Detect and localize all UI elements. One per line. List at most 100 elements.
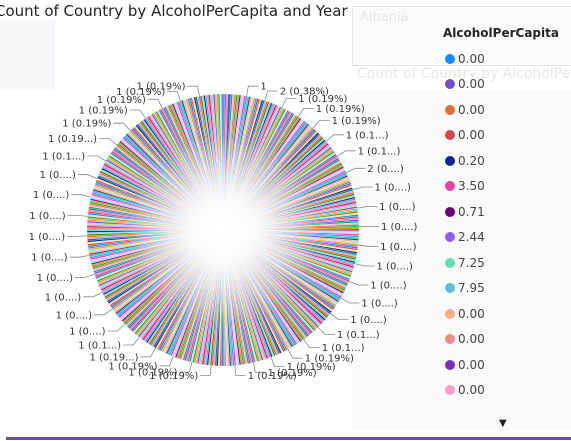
leader-line	[336, 150, 356, 157]
background-card-label: Albania	[360, 10, 409, 25]
data-label: 1 (0....)	[56, 310, 93, 321]
legend-scroll-down-icon[interactable]: ▼	[499, 418, 507, 429]
data-label: 1 (0.1...)	[358, 146, 401, 157]
leader-line	[252, 362, 266, 373]
data-label: 2 (0.38%)	[280, 87, 329, 98]
legend-item[interactable]: 0.00	[437, 301, 569, 327]
leader-line	[123, 336, 140, 346]
legend-label: 0.71	[458, 204, 485, 219]
data-label: 2 (0....)	[367, 164, 404, 175]
data-label: 1 (0....)	[377, 262, 414, 273]
leader-line	[94, 308, 113, 316]
data-label: 1 (0.19%)	[248, 371, 297, 382]
leader-line	[187, 85, 200, 97]
legend-item[interactable]: 3.50	[437, 174, 569, 200]
legend-label: 0.00	[458, 102, 485, 117]
leader-line	[129, 109, 146, 119]
data-label: 1 (0....)	[45, 292, 82, 303]
legend-swatch-icon	[445, 334, 455, 345]
legend-item[interactable]: 0.00	[437, 378, 569, 404]
data-label: 1 (0.19%)	[316, 104, 365, 115]
leader-line	[297, 108, 314, 117]
legend-label: 0.00	[458, 77, 485, 92]
legend-item[interactable]: 0.00	[437, 352, 569, 378]
leader-line	[281, 98, 297, 108]
legend-swatch-icon	[445, 359, 455, 370]
data-label: 1 (0.19%)	[332, 116, 381, 127]
data-label: 1 (0....)	[361, 299, 398, 310]
legend-item[interactable]: 0.00	[437, 72, 569, 98]
legend-label: 7.25	[458, 255, 485, 270]
leader-line	[330, 313, 349, 321]
data-label: 1 (0....)	[380, 242, 417, 253]
data-label: 1 (0.19%)	[298, 94, 347, 105]
background-visual-right	[352, 90, 571, 430]
data-label: 1 (0....)	[29, 232, 66, 243]
data-label: 1 (0....)	[370, 281, 407, 292]
data-label: 1 (0.19...)	[89, 352, 138, 363]
legend-label: 0.00	[458, 383, 485, 398]
data-label: 1 (0.19%)	[287, 362, 336, 373]
legend-item[interactable]: 7.95	[437, 276, 569, 302]
leader-line	[358, 244, 379, 247]
data-label: 1 (0.1...)	[322, 343, 365, 354]
leader-line	[264, 90, 278, 101]
legend-label: 0.20	[458, 153, 485, 168]
pie-center-highlight	[128, 135, 318, 325]
leader-line	[75, 273, 95, 278]
leader-line	[348, 280, 369, 286]
data-label: 1 (0.1...)	[346, 130, 389, 141]
leader-line	[71, 194, 92, 198]
background-card	[352, 6, 571, 66]
legend-swatch-icon	[445, 130, 455, 141]
legend-item[interactable]: 2.44	[437, 225, 569, 251]
legend-label: 2.44	[458, 230, 485, 245]
leader-line	[167, 90, 181, 101]
legend-item[interactable]: 0.00	[437, 123, 569, 149]
legend-item[interactable]: 0.00	[437, 327, 569, 353]
leader-line	[246, 85, 259, 97]
leader-line	[99, 138, 118, 146]
legend-label: 0.00	[458, 51, 485, 66]
data-label: 1 (0....)	[69, 327, 106, 338]
data-label: 1 (0.19%)	[108, 361, 157, 372]
data-label: 1 (0.19%)	[62, 119, 111, 130]
legend-items: 0.00 0.00 0.00 0.00 0.20 3.50 0.71 2.44 7.25 7.95…	[437, 46, 569, 403]
legend-label: 0.00	[458, 128, 485, 143]
data-label: 1 (0.19%)	[97, 95, 146, 106]
leader-line	[147, 98, 163, 109]
legend-swatch-icon	[445, 53, 455, 64]
legend-swatch-icon	[445, 104, 455, 115]
leader-lines	[67, 85, 379, 376]
background-visual	[0, 20, 55, 90]
data-label: 1 (0.19%)	[116, 87, 165, 98]
legend-swatch-icon	[445, 232, 455, 243]
leader-line	[354, 263, 375, 267]
leader-line	[352, 186, 373, 191]
leader-line	[69, 255, 90, 258]
leader-line	[303, 339, 320, 348]
leader-line	[77, 174, 98, 179]
leader-line	[140, 347, 156, 358]
legend-item[interactable]: 0.00	[437, 46, 569, 72]
legend-swatch-icon	[445, 155, 455, 166]
leader-line	[325, 134, 344, 142]
leader-line	[340, 297, 360, 304]
data-label: 1 (0....)	[39, 170, 76, 181]
leader-line	[87, 155, 107, 162]
legend-swatch-icon	[445, 308, 455, 319]
data-label: 1 (0.19%)	[268, 368, 317, 379]
leader-line	[159, 356, 174, 367]
legend-item[interactable]: 0.00	[437, 97, 569, 123]
data-label: 1 (0.1...)	[78, 341, 121, 352]
data-label: 1 (0.19%)	[149, 371, 198, 382]
data-label: 1 (0....)	[381, 222, 418, 233]
data-label: 1 (0....)	[379, 202, 416, 213]
legend-item[interactable]: 0.20	[437, 148, 569, 174]
legend-swatch-icon	[445, 283, 455, 294]
legend-item[interactable]: 7.25	[437, 250, 569, 276]
chart-title: Count of Country by AlcoholPerCapita and…	[0, 2, 348, 20]
legend-item[interactable]: 0.71	[437, 199, 569, 225]
